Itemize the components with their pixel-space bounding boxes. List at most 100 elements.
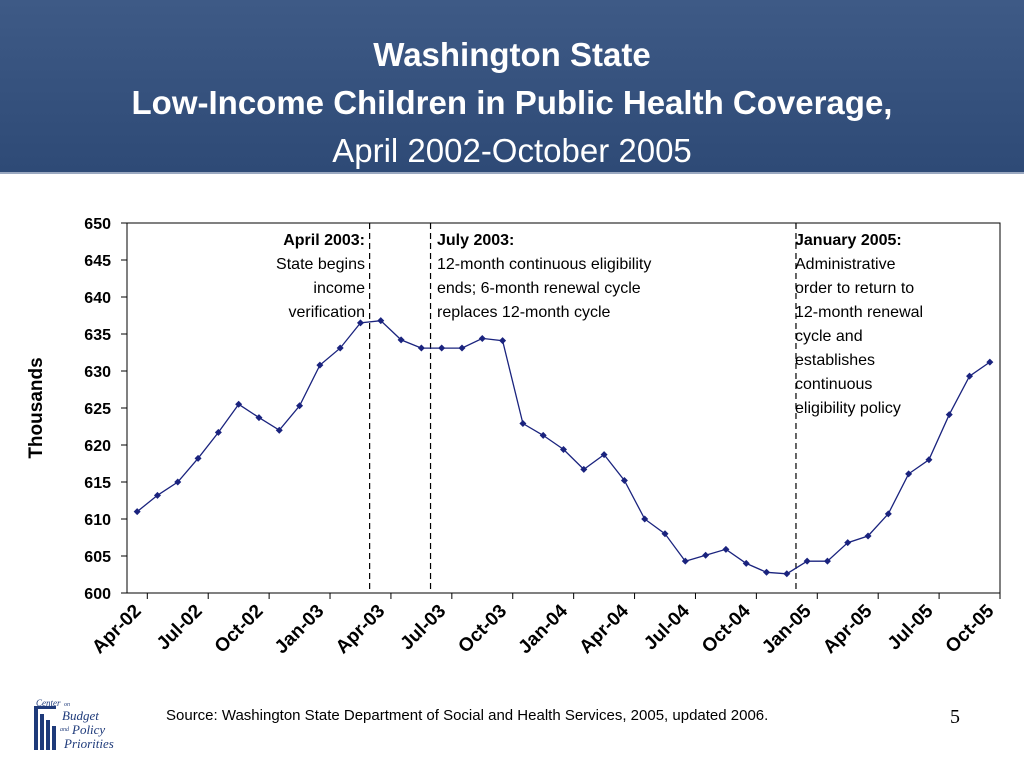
annotation-april-2003: April 2003: State begins income verifica… <box>210 229 365 325</box>
svg-text:Policy: Policy <box>71 722 105 737</box>
data-point <box>478 334 486 342</box>
data-point <box>539 431 547 439</box>
data-point <box>641 515 649 523</box>
y-tick-label: 645 <box>84 253 111 270</box>
y-tick-label: 635 <box>84 327 111 344</box>
annotation-january-2005: January 2005: Administrative order to re… <box>795 229 985 421</box>
x-tick-label: Apr-03 <box>332 601 389 658</box>
annotation-line: replaces 12-month cycle <box>437 304 611 321</box>
x-tick-label: Jul-03 <box>397 601 451 655</box>
data-point <box>763 568 771 576</box>
data-point <box>153 491 161 499</box>
data-point <box>356 319 364 327</box>
page-subtitle: Low-Income Children in Public Health Cov… <box>131 84 893 121</box>
data-point <box>133 508 141 516</box>
data-point <box>580 465 588 473</box>
y-tick-label: 650 <box>84 216 111 233</box>
data-point <box>620 477 628 485</box>
data-point <box>945 411 953 419</box>
annotation-heading: July 2003: <box>437 232 515 249</box>
annotation-line: 12-month renewal <box>795 304 924 321</box>
page-number: 5 <box>950 706 960 728</box>
annotation-line: income <box>313 280 365 297</box>
y-tick-label: 605 <box>84 549 111 566</box>
data-point <box>255 414 263 422</box>
data-point <box>803 557 811 565</box>
data-point <box>296 402 304 410</box>
data-point <box>681 557 689 565</box>
annotation-line: State begins <box>276 256 365 273</box>
annotation-line: ends; 6-month renewal cycle <box>437 280 641 297</box>
data-point <box>194 454 202 462</box>
svg-text:Budget: Budget <box>62 708 99 723</box>
data-point <box>986 358 994 366</box>
x-tick-label: Jul-02 <box>153 601 207 655</box>
data-point <box>397 336 405 344</box>
annotation-heading: April 2003: <box>283 232 365 249</box>
y-tick-label: 625 <box>84 401 111 418</box>
data-point <box>519 420 527 428</box>
annotation-line: order to return to <box>795 280 915 297</box>
data-point <box>499 337 507 345</box>
svg-text:on: on <box>64 702 70 708</box>
y-tick-label: 620 <box>84 438 111 455</box>
data-point <box>783 570 791 578</box>
data-point <box>417 344 425 352</box>
data-point <box>823 557 831 565</box>
data-point <box>864 532 872 540</box>
data-point <box>966 372 974 380</box>
annotation-line: continuous <box>795 376 873 393</box>
x-tick-label: Jan-05 <box>758 600 816 658</box>
annotation-line: verification <box>288 304 365 321</box>
data-point <box>214 428 222 436</box>
annotation-line: eligibility policy <box>795 400 901 417</box>
x-tick-label: Apr-05 <box>819 600 877 658</box>
svg-text:and: and <box>60 727 70 733</box>
data-point <box>702 551 710 559</box>
y-axis-label: Thousands <box>26 357 47 458</box>
data-point <box>905 470 913 478</box>
x-tick-label: Jul-05 <box>884 600 938 654</box>
data-point <box>722 545 730 553</box>
data-point <box>174 478 182 486</box>
data-point <box>377 317 385 325</box>
page-date-range: April 2002-October 2005 <box>332 132 692 169</box>
annotation-heading: January 2005: <box>795 232 902 249</box>
x-tick-label: Apr-04 <box>576 600 634 658</box>
x-tick-label: Oct-04 <box>698 600 755 657</box>
annotation-july-2003: July 2003: 12-month continuous eligibili… <box>437 229 737 325</box>
y-tick-label: 610 <box>84 512 111 529</box>
data-point <box>235 400 243 408</box>
x-tick-label: Jul-04 <box>640 600 694 654</box>
x-tick-label: Oct-03 <box>454 601 511 658</box>
svg-text:Center: Center <box>36 698 61 708</box>
title-banner: Washington State Low-Income Children in … <box>0 0 1024 174</box>
annotation-line: Administrative <box>795 256 896 273</box>
data-point <box>438 344 446 352</box>
data-point <box>925 456 933 464</box>
data-point <box>560 445 567 453</box>
data-point <box>600 451 608 459</box>
annotation-line: establishes <box>795 352 876 369</box>
x-tick-label: Jan-04 <box>515 600 573 658</box>
x-tick-label: Oct-05 <box>942 600 999 657</box>
svg-text:Priorities: Priorities <box>63 736 114 751</box>
annotation-line: 12-month continuous eligibility <box>437 256 652 273</box>
y-tick-label: 600 <box>84 586 111 603</box>
x-tick-label: Apr-02 <box>88 601 145 658</box>
cbpp-logo: Center on Budget and Policy Priorities <box>34 698 114 751</box>
x-tick-label: Oct-02 <box>211 601 268 658</box>
y-tick-label: 640 <box>84 290 111 307</box>
data-point <box>275 426 283 434</box>
data-point <box>661 530 669 538</box>
page-title: Washington State <box>373 36 651 73</box>
data-point <box>316 361 324 369</box>
data-point <box>742 559 750 567</box>
data-point <box>884 510 892 518</box>
y-tick-label: 615 <box>84 475 111 492</box>
annotation-line: cycle and <box>795 328 863 345</box>
x-tick-label: Jan-03 <box>271 601 328 658</box>
data-point <box>844 539 852 547</box>
source-note: Source: Washington State Department of S… <box>166 707 769 724</box>
